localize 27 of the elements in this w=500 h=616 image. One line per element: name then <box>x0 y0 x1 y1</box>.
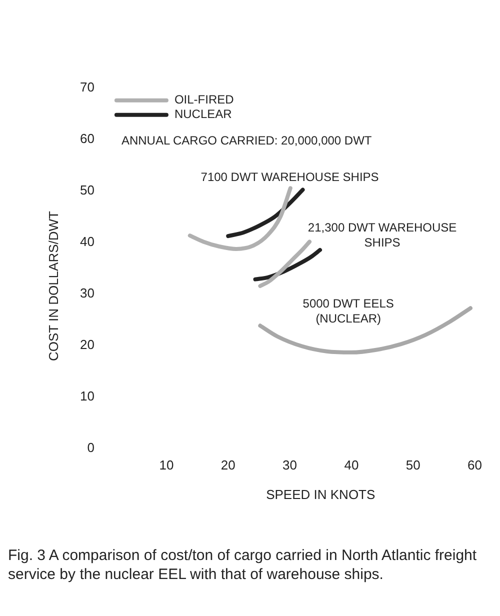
x-tick-label: 20 <box>220 458 236 473</box>
annotation: 21,300 DWT WAREHOUSE SHIPS <box>308 220 457 250</box>
line-series <box>226 188 305 238</box>
line-series <box>258 306 472 354</box>
caption: Fig. 3 A comparison of cost/ton of cargo carried in North Atlantic freight service by the nuclear EEL with that of warehouse ships. <box>8 546 478 584</box>
legend-label: OIL-FIRED <box>174 92 234 107</box>
x-tick-label: 60 <box>468 458 482 473</box>
y-tick-label: 60 <box>80 130 94 146</box>
y-tick-label: 0 <box>87 440 94 455</box>
y-tick-label: 30 <box>80 285 94 300</box>
x-tick-label: 40 <box>344 458 359 473</box>
annotation: 7100 DWT WAREHOUSE SHIPS <box>200 170 379 184</box>
line-series <box>188 186 292 251</box>
line-series <box>258 240 312 288</box>
annotation: 5000 DWT EELS (NUCLEAR) <box>302 296 394 326</box>
annotation: ANNUAL CARGO CARRIED: 20,000,000 DWT <box>121 133 372 148</box>
x-tick-label: 10 <box>159 458 174 473</box>
legend-label: NUCLEAR <box>174 107 232 122</box>
y-tick-label: 40 <box>80 234 94 249</box>
y-tick-label: 70 <box>80 79 94 94</box>
x-axis-title: SPEED IN KNOTS <box>266 487 376 502</box>
y-tick-label: 10 <box>80 388 94 404</box>
y-axis-title: COST IN DOLLARS/DWT <box>46 210 62 362</box>
x-tick-label: 30 <box>282 458 298 473</box>
y-tick-label: 20 <box>80 336 94 352</box>
x-tick-label: 50 <box>406 458 420 473</box>
y-tick-label: 50 <box>80 182 94 198</box>
